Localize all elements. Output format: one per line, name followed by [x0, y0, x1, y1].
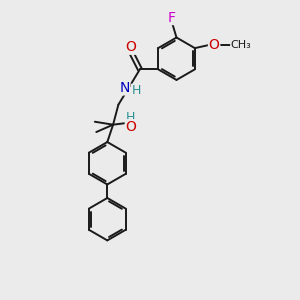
- Text: N: N: [119, 81, 130, 95]
- Text: H: H: [126, 111, 135, 124]
- Text: CH₃: CH₃: [231, 40, 251, 50]
- Text: F: F: [167, 11, 175, 25]
- Text: O: O: [126, 40, 136, 54]
- Text: O: O: [208, 38, 219, 52]
- Text: H: H: [131, 84, 141, 97]
- Text: O: O: [125, 120, 136, 134]
